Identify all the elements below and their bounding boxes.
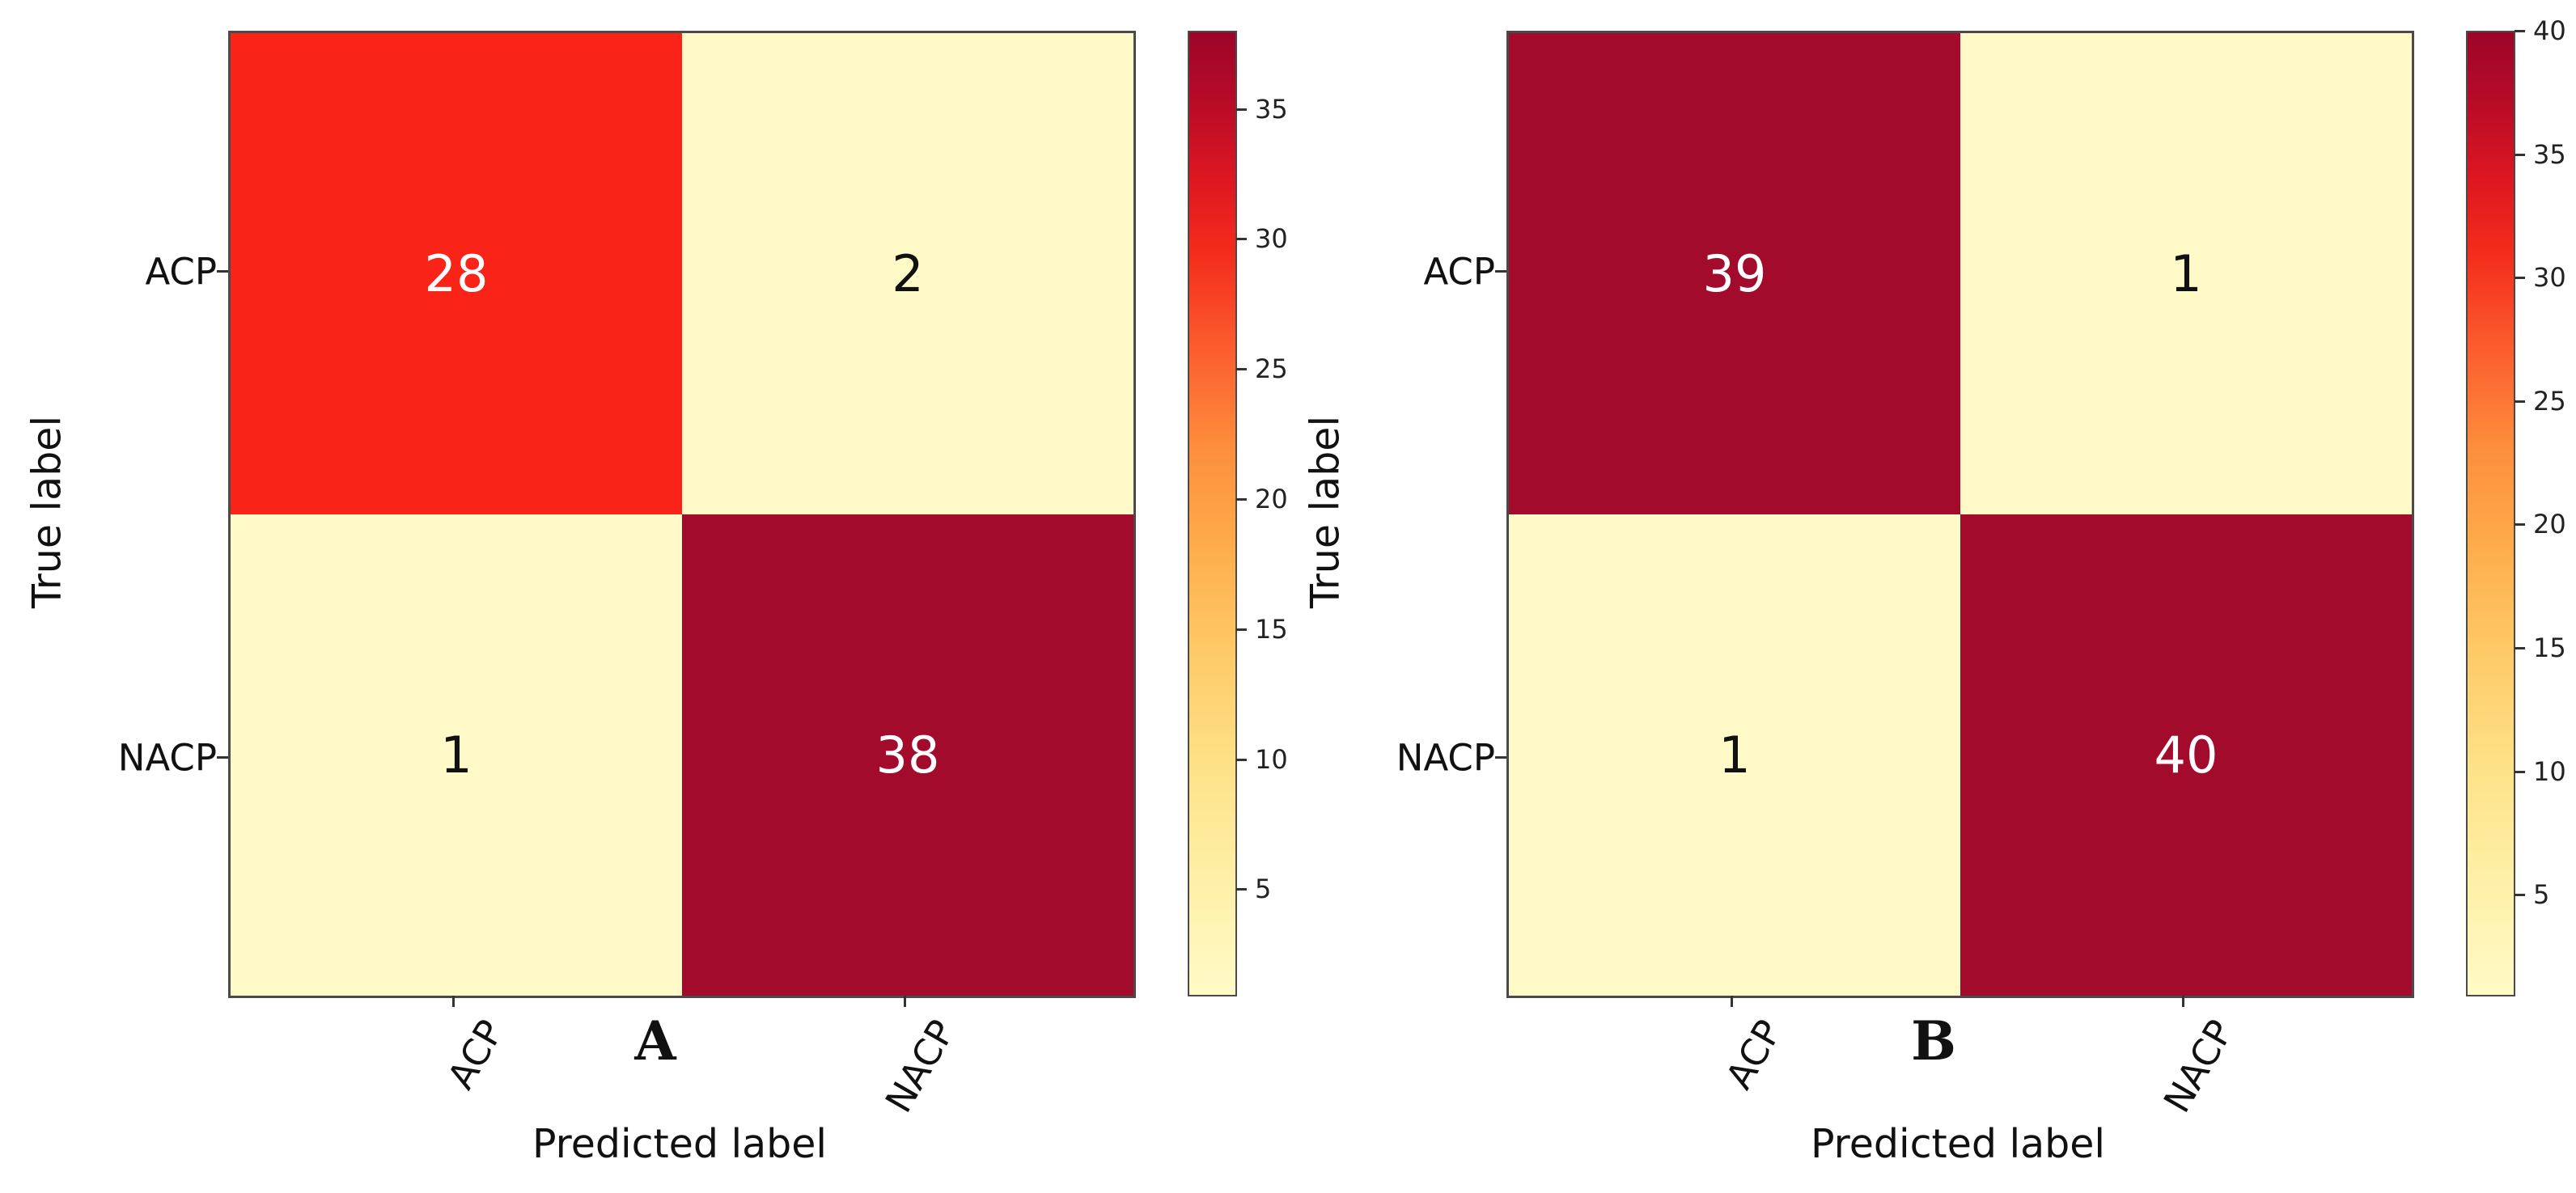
cell-value: 40 (2154, 726, 2218, 785)
x-axis-title: Predicted label (1810, 1121, 2106, 1167)
x-tick-label-acp: ACP (1717, 1013, 1790, 1097)
colorbar (2466, 31, 2515, 996)
y-tick-mark (1495, 756, 1506, 759)
cell-value: 1 (440, 726, 472, 785)
cell-value: 38 (875, 726, 940, 785)
colorbar-tick: 5 (1236, 874, 1271, 904)
cell-true-nacp-pred-acp: 1 (1509, 514, 1960, 996)
x-tick-label-acp: ACP (439, 1013, 512, 1097)
y-tick-label-acp: ACP (145, 250, 217, 294)
cell-true-acp-pred-acp: 28 (231, 33, 682, 514)
cell-value: 1 (2170, 244, 2202, 303)
colorbar-tick: 30 (1236, 223, 1288, 254)
x-axis-title: Predicted label (532, 1121, 828, 1167)
cell-value: 2 (892, 244, 924, 303)
colorbar-tick: 25 (1236, 353, 1288, 384)
cell-value: 1 (1718, 726, 1751, 785)
colorbar-tick: 10 (1236, 744, 1288, 775)
x-tick-mark (1731, 996, 1733, 1007)
cell-true-acp-pred-nacp: 2 (682, 33, 1133, 514)
y-tick-mark (217, 270, 228, 273)
cell-true-nacp-pred-nacp: 40 (1960, 514, 2412, 996)
cell-true-nacp-pred-acp: 1 (231, 514, 682, 996)
x-tick-label-nacp: NACP (2154, 1013, 2242, 1120)
heatmap-grid: 28 2 1 38 (228, 31, 1136, 998)
colorbar-tick: 35 (1236, 94, 1288, 125)
colorbar-tick: 40 (2515, 15, 2566, 46)
colorbar-tick: 20 (1236, 484, 1288, 514)
cell-true-acp-pred-nacp: 1 (1960, 33, 2412, 514)
heatmap-grid: 39 1 1 40 (1506, 31, 2414, 998)
cell-true-acp-pred-acp: 39 (1509, 33, 1960, 514)
colorbar-tick: 20 (2515, 509, 2566, 539)
colorbar-tick: 15 (1236, 614, 1288, 645)
cell-true-nacp-pred-nacp: 38 (682, 514, 1133, 996)
colorbar-tick: 10 (2515, 756, 2566, 787)
y-tick-mark (1495, 270, 1506, 273)
y-tick-label-acp: ACP (1423, 250, 1495, 294)
colorbar (1188, 31, 1237, 996)
colorbar-tick: 15 (2515, 632, 2566, 663)
colorbar-tick: 25 (2515, 386, 2566, 417)
x-tick-mark (452, 996, 455, 1007)
y-tick-label-nacp: NACP (117, 736, 217, 780)
cell-value: 28 (424, 244, 489, 303)
colorbar-tick: 35 (2515, 139, 2566, 170)
y-tick-label-nacp: NACP (1396, 736, 1495, 780)
cell-value: 39 (1702, 244, 1767, 303)
panel-letter-a: A (634, 1009, 676, 1072)
y-axis-title: True label (1302, 415, 1349, 609)
panel-letter-b: B (1911, 1009, 1956, 1072)
y-axis-title: True label (23, 415, 70, 609)
x-tick-mark (904, 996, 906, 1007)
colorbar-tick: 5 (2515, 879, 2549, 910)
x-tick-label-nacp: NACP (876, 1013, 964, 1120)
colorbar-tick: 30 (2515, 262, 2566, 293)
y-tick-mark (217, 756, 228, 759)
x-tick-mark (2182, 996, 2184, 1007)
